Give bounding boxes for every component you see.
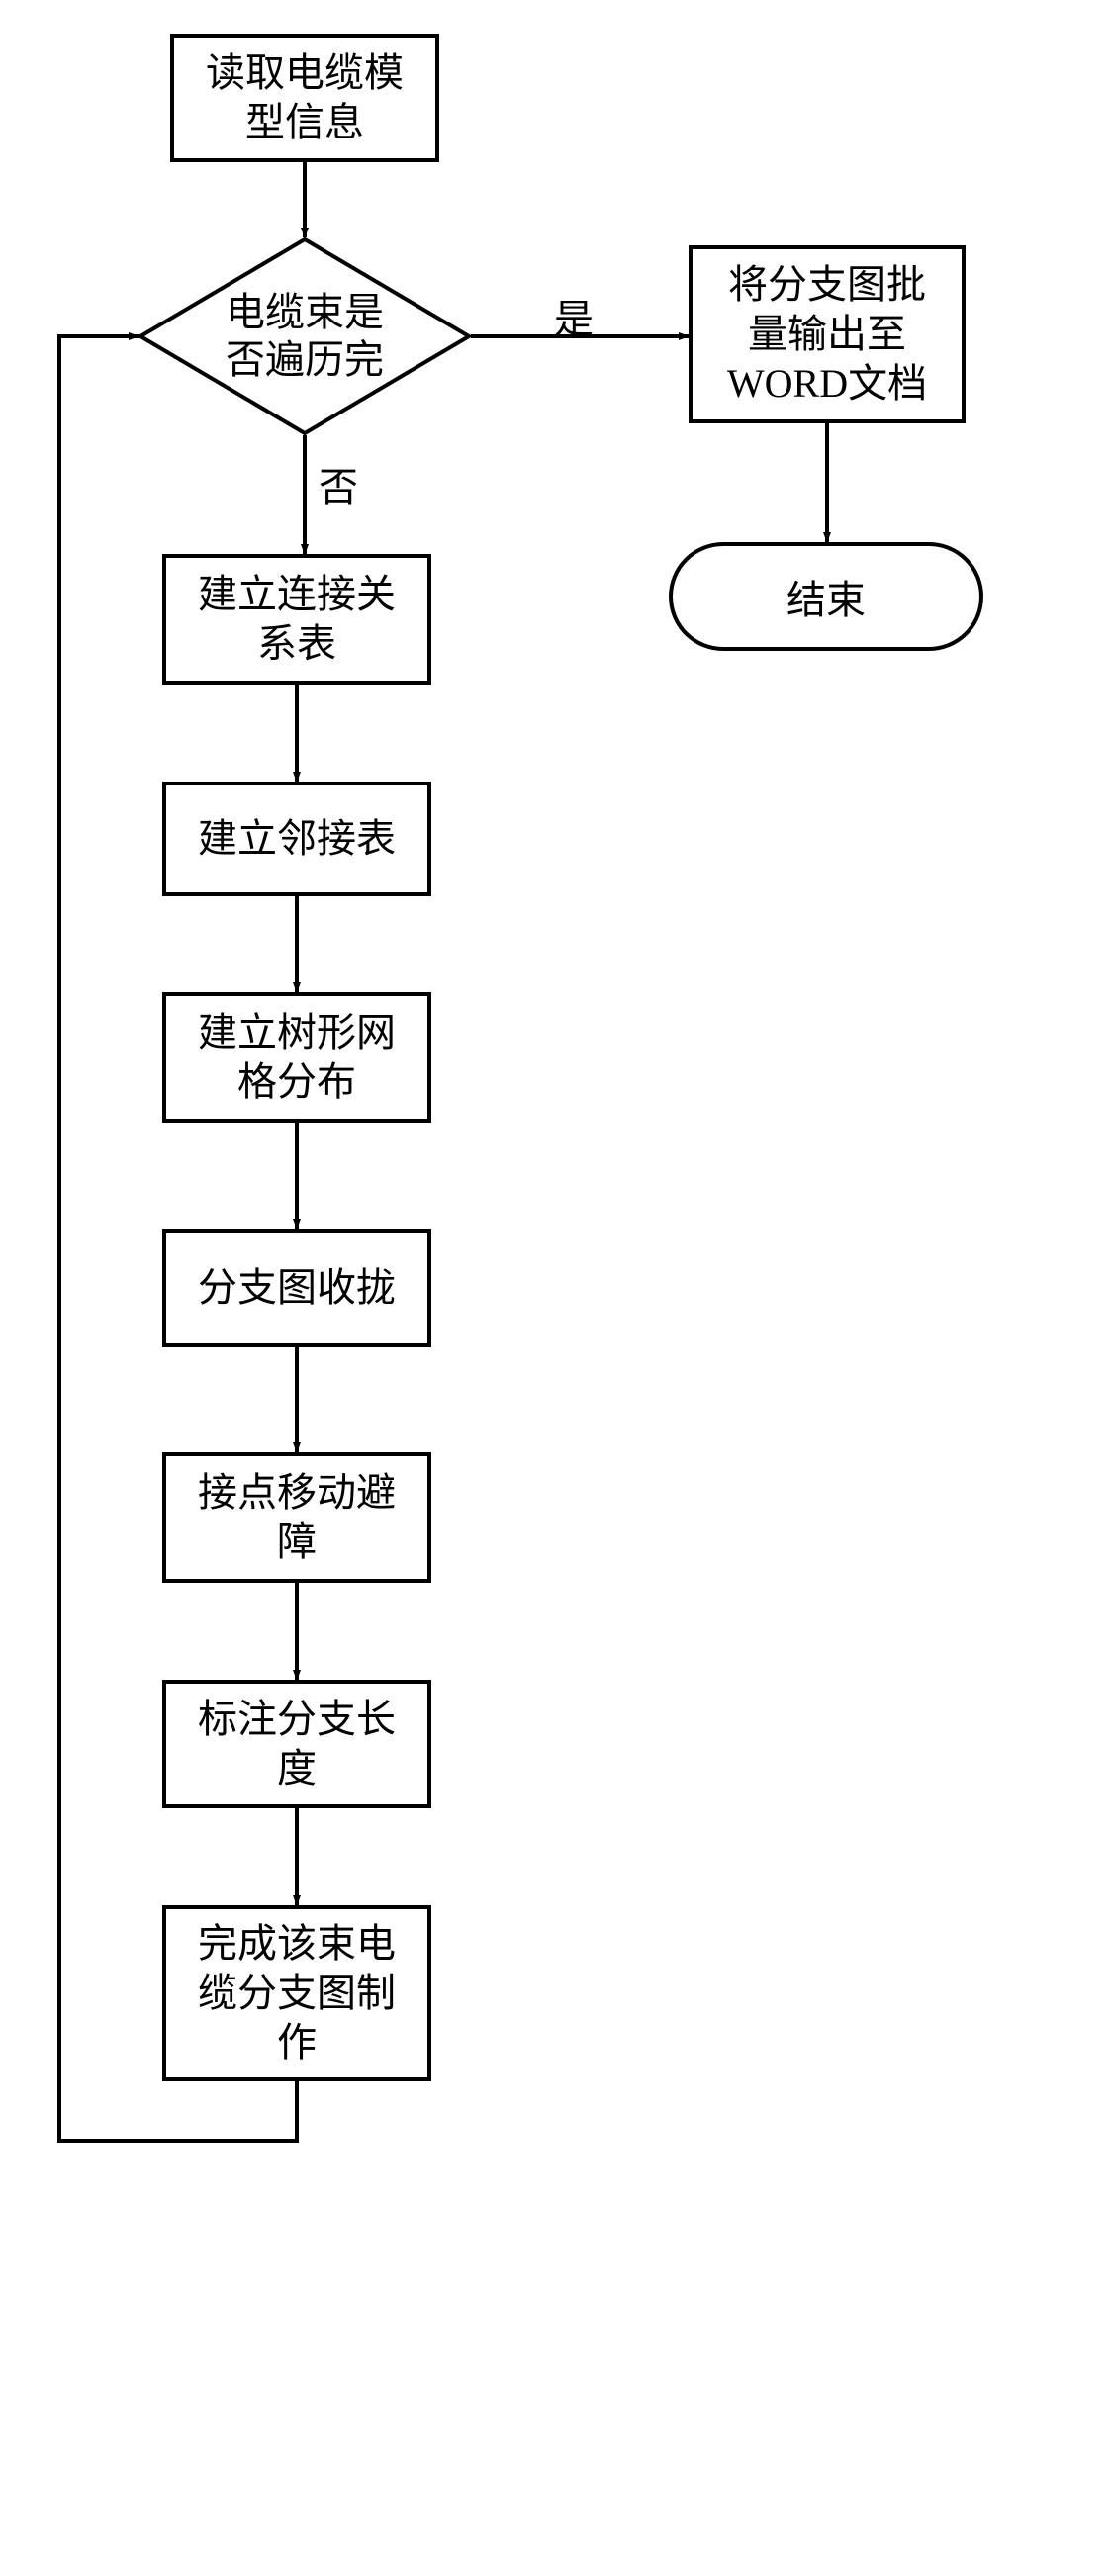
node-step4: 分支图收拢 — [162, 1229, 431, 1347]
node-start-label: 读取电缆模型信息 — [206, 48, 404, 147]
edge-label-yes: 是 — [554, 287, 594, 344]
node-step5-label: 接点移动避障 — [198, 1468, 396, 1567]
node-decision: 电缆束是否遍历完 — [139, 237, 471, 435]
node-step5: 接点移动避障 — [162, 1452, 431, 1583]
node-step3-label: 建立树形网格分布 — [198, 1008, 396, 1107]
node-step7: 完成该束电缆分支图制作 — [162, 1905, 431, 2081]
edge-label-no: 否 — [319, 455, 358, 512]
node-end-label: 结束 — [786, 568, 866, 625]
node-step4-label: 分支图收拢 — [198, 1263, 396, 1313]
node-step2-label: 建立邻接表 — [198, 814, 396, 864]
node-step2: 建立邻接表 — [162, 782, 431, 896]
node-step7-label: 完成该束电缆分支图制作 — [198, 1919, 396, 2068]
node-output: 将分支图批量输出至WORD文档 — [689, 245, 966, 423]
flowchart-canvas: 读取电缆模型信息 电缆束是否遍历完 将分支图批量输出至WORD文档 结束 建立连… — [0, 0, 1110, 2576]
node-step1-label: 建立连接关系表 — [198, 570, 396, 669]
node-output-label: 将分支图批量输出至WORD文档 — [727, 260, 927, 409]
node-step6-label: 标注分支长度 — [198, 1695, 396, 1794]
node-step3: 建立树形网格分布 — [162, 992, 431, 1123]
node-step6: 标注分支长度 — [162, 1680, 431, 1808]
node-end: 结束 — [669, 542, 983, 651]
node-step1: 建立连接关系表 — [162, 554, 431, 685]
node-decision-label: 电缆束是否遍历完 — [226, 289, 384, 384]
node-start: 读取电缆模型信息 — [170, 34, 439, 162]
